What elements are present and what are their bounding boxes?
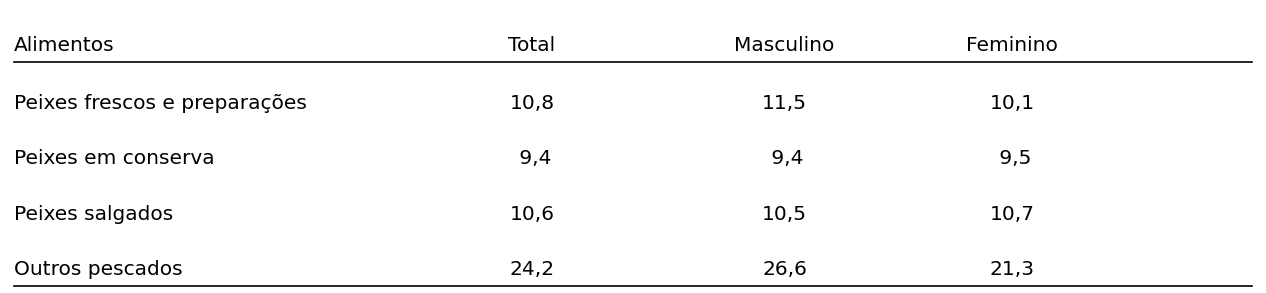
Text: 9,4: 9,4	[513, 149, 551, 168]
Text: Total: Total	[509, 36, 556, 55]
Text: Feminino: Feminino	[966, 36, 1058, 55]
Text: Alimentos: Alimentos	[14, 36, 115, 55]
Text: Outros pescados: Outros pescados	[14, 260, 182, 279]
Text: 10,5: 10,5	[762, 205, 808, 224]
Text: 26,6: 26,6	[762, 260, 806, 279]
Text: Peixes em conserva: Peixes em conserva	[14, 149, 215, 168]
Text: 10,8: 10,8	[509, 94, 555, 113]
Text: 9,5: 9,5	[993, 149, 1031, 168]
Text: 11,5: 11,5	[762, 94, 808, 113]
Text: 21,3: 21,3	[990, 260, 1034, 279]
Text: 10,7: 10,7	[990, 205, 1034, 224]
Text: Peixes salgados: Peixes salgados	[14, 205, 173, 224]
Text: 9,4: 9,4	[766, 149, 804, 168]
Text: 24,2: 24,2	[509, 260, 555, 279]
Text: 10,6: 10,6	[509, 205, 555, 224]
Text: 10,1: 10,1	[990, 94, 1034, 113]
Text: Masculino: Masculino	[734, 36, 834, 55]
Text: Peixes frescos e preparações: Peixes frescos e preparações	[14, 94, 306, 113]
